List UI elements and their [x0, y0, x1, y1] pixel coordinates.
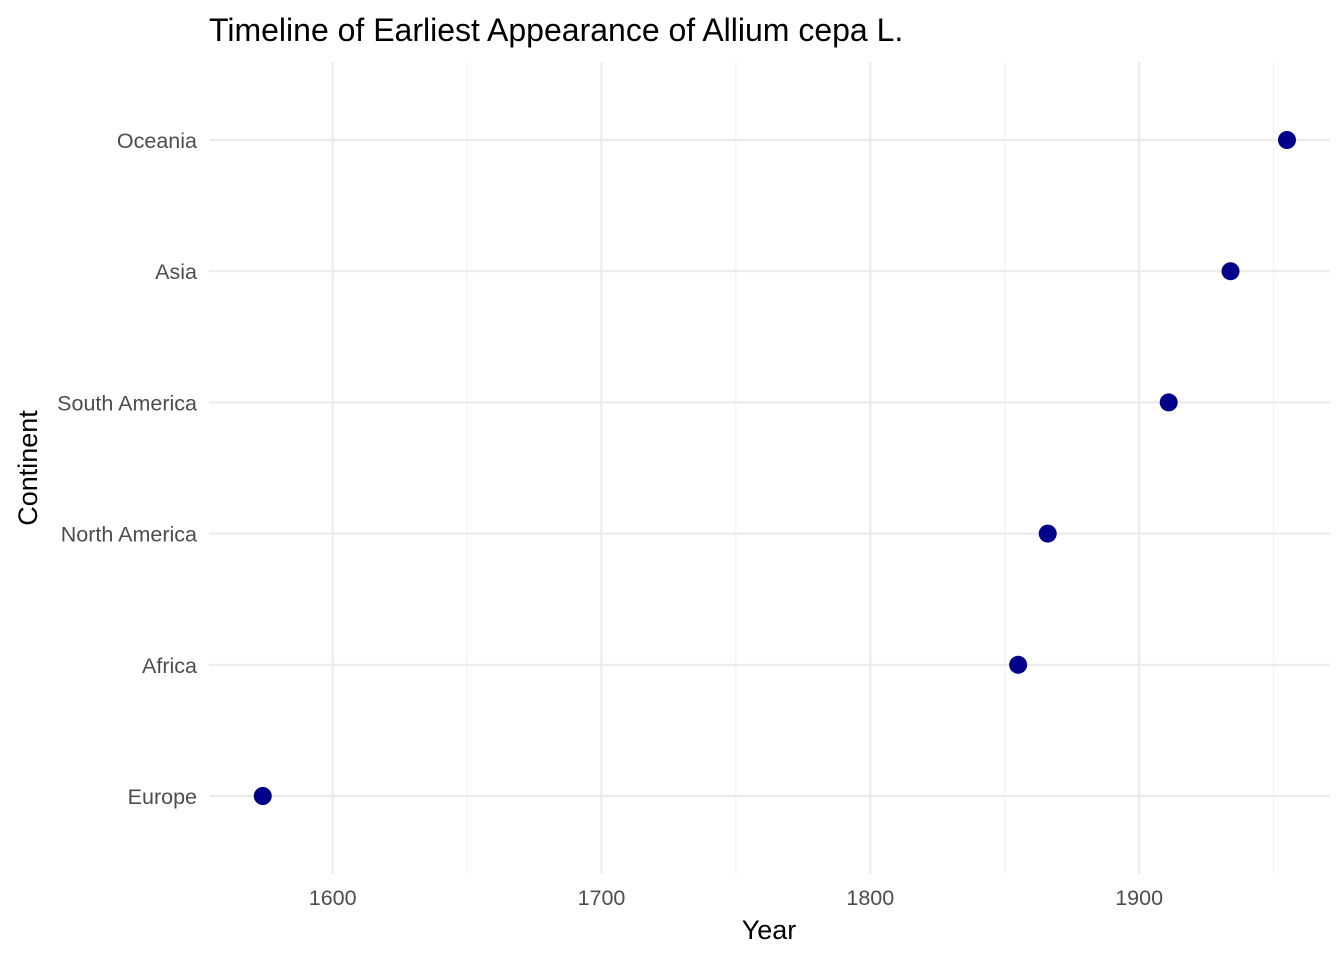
y-tick-label-south-america: South America [57, 391, 197, 415]
x-tick-label-1900: 1900 [1115, 886, 1163, 910]
y-axis-title: Continent [13, 410, 43, 526]
y-tick-labels: Europe Africa North America South America As… [57, 129, 197, 809]
x-tick-labels: 1600 1700 1800 1900 [309, 886, 1163, 910]
y-tick-label-oceania: Oceania [117, 129, 197, 153]
y-tick-label-asia: Asia [155, 260, 197, 284]
minor-gridlines [466, 62, 1275, 874]
x-tick-label-1600: 1600 [309, 886, 357, 910]
major-gridlines [209, 62, 1330, 874]
data-point-asia [1221, 262, 1240, 281]
data-point-oceania [1277, 131, 1296, 149]
data-points [253, 131, 1296, 805]
x-tick-label-1800: 1800 [846, 886, 894, 910]
data-point-africa [1009, 655, 1028, 674]
data-point-europe [253, 787, 272, 805]
chart-title: Timeline of Earliest Appearance of Alliu… [209, 12, 903, 48]
x-tick-label-1700: 1700 [578, 886, 626, 910]
x-axis-title: Year [742, 915, 797, 945]
y-tick-label-north-america: North America [61, 523, 197, 547]
y-tick-label-europe: Europe [128, 785, 197, 809]
data-point-north-america [1038, 524, 1057, 543]
y-tick-label-africa: Africa [142, 654, 197, 678]
data-point-south-america [1159, 393, 1178, 412]
